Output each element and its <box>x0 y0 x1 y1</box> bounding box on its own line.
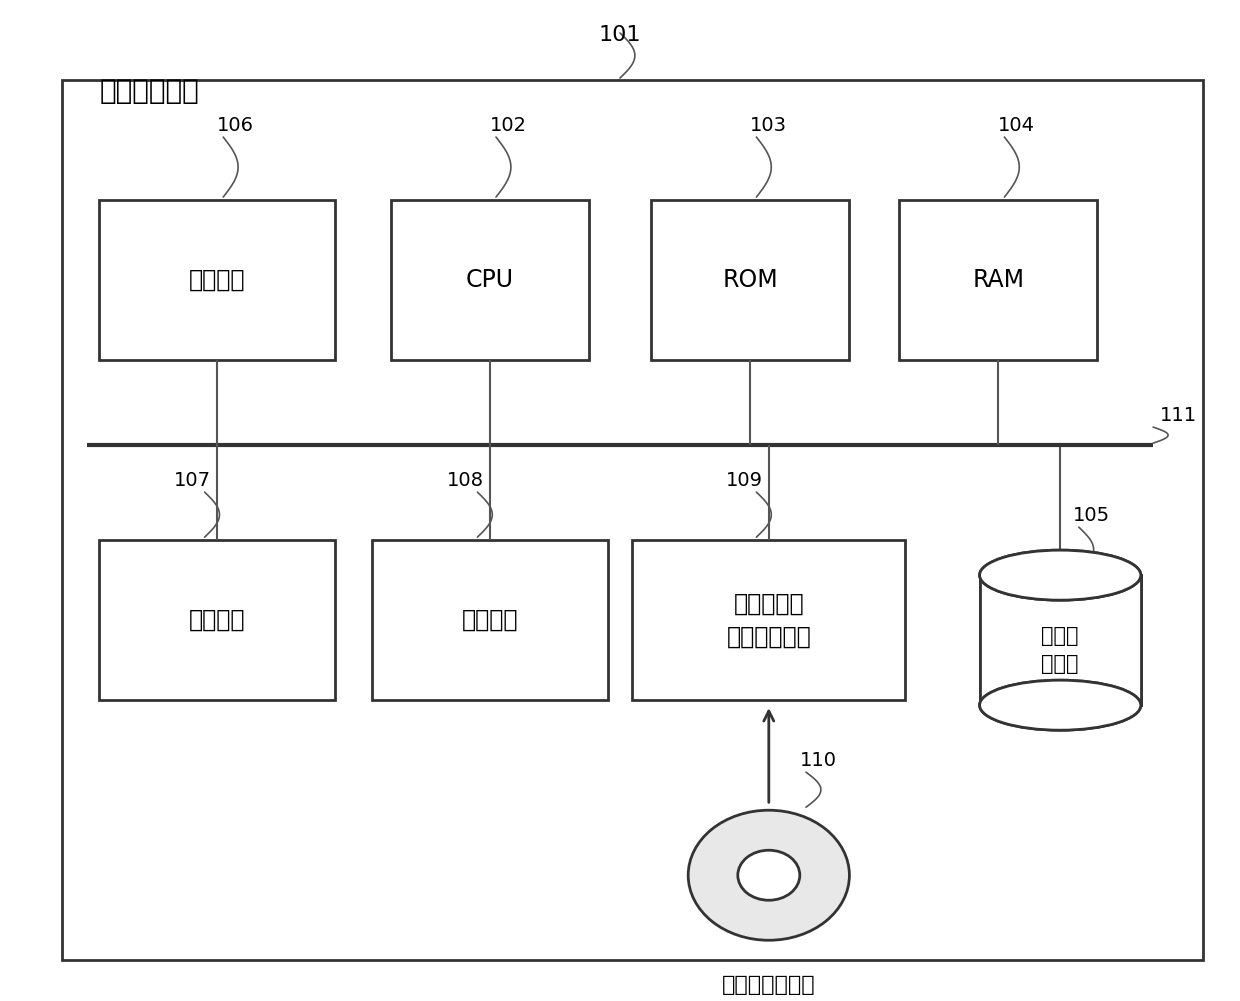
Text: 输入装置: 输入装置 <box>188 609 246 633</box>
Text: 可移动记录
介质驱动装置: 可移动记录 介质驱动装置 <box>727 592 811 649</box>
Text: 外部存
储装置: 外部存 储装置 <box>1042 627 1079 675</box>
Text: CPU: CPU <box>466 268 513 292</box>
Text: 107: 107 <box>174 471 211 490</box>
FancyBboxPatch shape <box>651 200 849 360</box>
FancyBboxPatch shape <box>99 200 335 360</box>
Text: 可移动记录介质: 可移动记录介质 <box>722 975 816 995</box>
Text: 101: 101 <box>599 25 641 45</box>
FancyBboxPatch shape <box>899 200 1097 360</box>
Text: ROM: ROM <box>723 268 777 292</box>
Text: 105: 105 <box>1073 507 1110 526</box>
Text: 106: 106 <box>217 116 254 135</box>
Text: 104: 104 <box>998 116 1035 135</box>
FancyBboxPatch shape <box>62 80 1203 960</box>
Text: 111: 111 <box>1159 406 1197 425</box>
Circle shape <box>738 850 800 900</box>
Text: 多分类识别器: 多分类识别器 <box>99 77 198 105</box>
Text: 输出装置: 输出装置 <box>461 609 518 633</box>
Text: 110: 110 <box>800 751 837 770</box>
FancyBboxPatch shape <box>391 200 589 360</box>
Ellipse shape <box>980 681 1141 730</box>
Text: RAM: RAM <box>972 268 1024 292</box>
Text: 103: 103 <box>750 116 787 135</box>
Text: 通信接口: 通信接口 <box>188 268 246 292</box>
FancyBboxPatch shape <box>372 541 608 700</box>
Ellipse shape <box>980 551 1141 601</box>
Circle shape <box>688 810 849 940</box>
Text: 108: 108 <box>446 471 484 490</box>
FancyBboxPatch shape <box>632 541 905 700</box>
Bar <box>980 576 1141 705</box>
Ellipse shape <box>980 681 1141 730</box>
FancyBboxPatch shape <box>99 541 335 700</box>
Text: 102: 102 <box>490 116 527 135</box>
Ellipse shape <box>980 551 1141 601</box>
Text: 109: 109 <box>725 471 763 490</box>
